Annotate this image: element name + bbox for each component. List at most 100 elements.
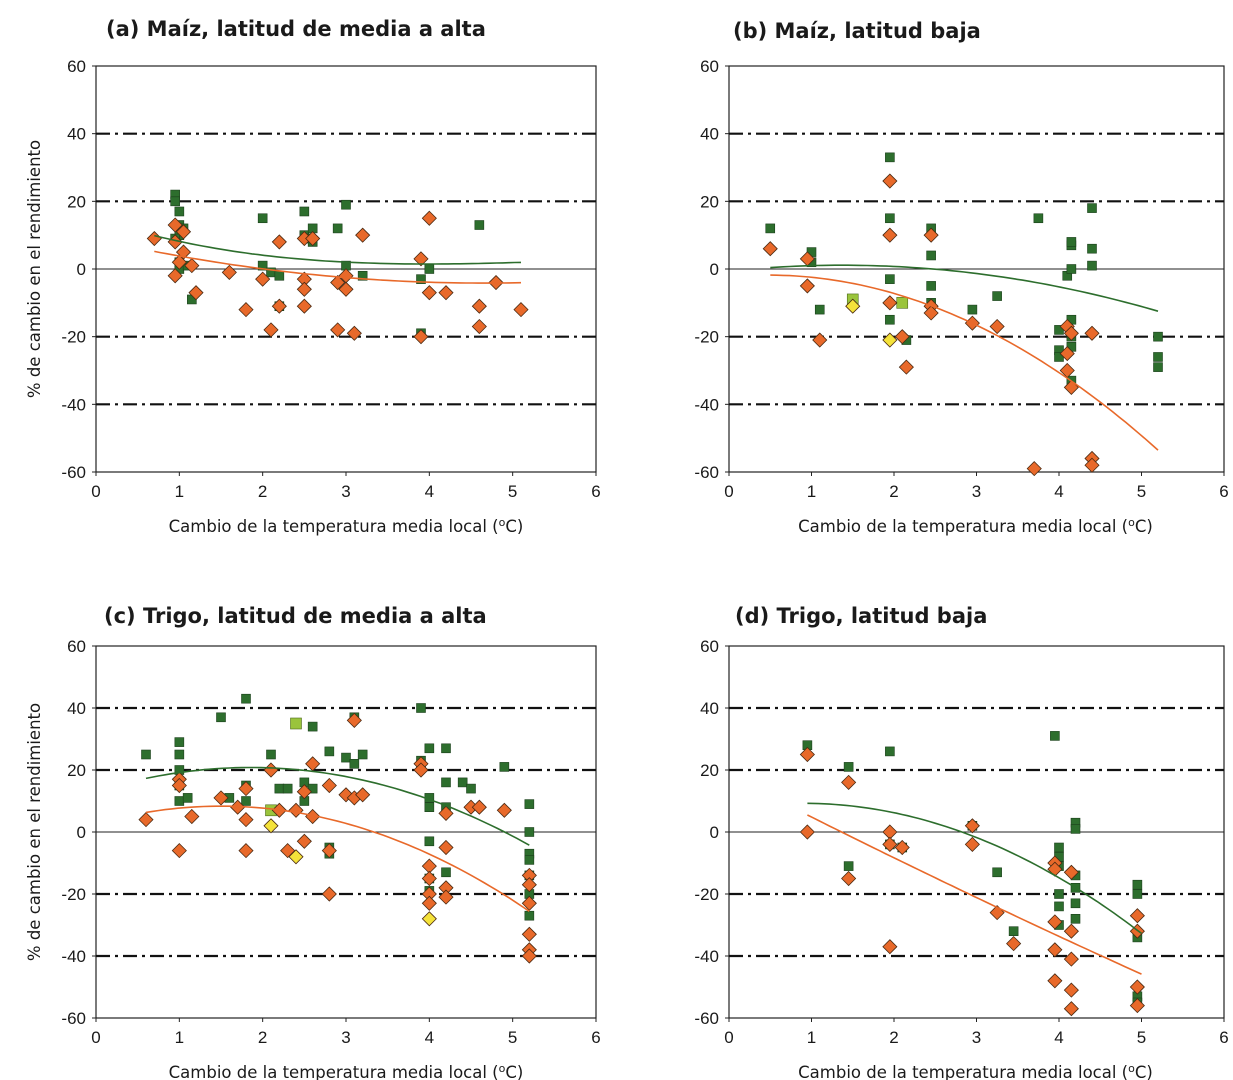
point-green-square	[1033, 213, 1044, 224]
point-orange-diamond	[1063, 982, 1079, 998]
x-tick-label: 1	[807, 1028, 816, 1047]
point-green-square	[241, 693, 251, 704]
point-green-square	[1054, 842, 1064, 853]
y-tick-label: 40	[67, 699, 86, 718]
x-tick-label: 1	[807, 482, 816, 501]
point-green-square	[885, 213, 895, 224]
point-orange-diamond	[346, 325, 362, 341]
y-axis-label: % de cambio en el rendimiento	[25, 703, 44, 961]
point-green-square	[174, 796, 185, 806]
x-tick-label: 3	[972, 482, 981, 501]
point-orange-diamond	[1129, 908, 1145, 924]
x-tick-label: 4	[425, 1028, 434, 1047]
point-orange-diamond	[296, 281, 312, 297]
x-tick-label: 4	[425, 482, 434, 501]
point-green-square	[1087, 260, 1097, 271]
point-green-square	[765, 223, 776, 234]
point-orange-diamond	[1047, 914, 1063, 930]
point-orange-diamond	[188, 285, 204, 301]
x-tick-label: 5	[1137, 1028, 1146, 1047]
point-orange-diamond	[471, 298, 487, 314]
y-tick-label: -40	[694, 395, 719, 414]
x-tick-label: 5	[508, 482, 517, 501]
x-tick-label: 0	[91, 482, 100, 501]
chart-title: (c) Trigo, latitud de media a alta	[104, 604, 487, 628]
point-orange-diamond	[1084, 325, 1100, 341]
y-tick-label: 0	[710, 260, 719, 279]
point-orange-diamond	[321, 777, 337, 794]
point-green-square	[926, 250, 936, 261]
point-orange-diamond	[923, 305, 939, 321]
x-tick-label: 6	[591, 482, 600, 501]
y-tick-label: -40	[61, 395, 86, 414]
point-orange-diamond	[184, 808, 200, 825]
point-orange-diamond	[898, 359, 914, 375]
point-green-square	[885, 746, 895, 757]
x-tick-label: 6	[591, 1028, 600, 1047]
point-green-square	[885, 152, 895, 163]
point-green-square	[299, 206, 310, 217]
y-tick-label: -60	[61, 1009, 86, 1028]
y-tick-label: 20	[67, 192, 86, 211]
point-yellow-diamond	[288, 849, 304, 865]
point-lightgreen-square	[290, 717, 302, 730]
point-orange-diamond	[882, 173, 898, 189]
point-orange-diamond	[521, 877, 537, 893]
point-orange-diamond	[321, 843, 337, 859]
y-tick-label: -60	[694, 1009, 719, 1028]
point-green-square	[424, 802, 435, 813]
chart-title: (a) Maíz, latitud de media a alta	[106, 17, 486, 41]
point-orange-diamond	[799, 824, 815, 840]
point-green-square	[814, 304, 825, 315]
point-green-square	[926, 281, 936, 291]
x-axis-label: Cambio de la temperatura media local (oC…	[169, 516, 524, 536]
chart-title: (b) Maíz, latitud baja	[733, 19, 981, 43]
point-orange-diamond	[521, 926, 537, 942]
x-tick-label: 6	[1219, 482, 1228, 501]
trend-line-green	[154, 234, 522, 265]
point-orange-diamond	[521, 948, 537, 964]
y-tick-label: 60	[700, 57, 719, 76]
point-orange-diamond	[894, 329, 910, 345]
y-tick-label: -20	[694, 328, 719, 347]
point-green-square	[341, 199, 351, 210]
point-orange-diamond	[171, 843, 187, 859]
point-green-square	[1087, 203, 1097, 213]
point-orange-diamond	[255, 271, 271, 287]
x-tick-label: 4	[1054, 482, 1063, 501]
y-tick-label: 0	[77, 260, 86, 279]
x-tick-label: 0	[91, 1028, 100, 1047]
point-orange-diamond	[346, 712, 362, 728]
point-yellow-diamond	[882, 332, 898, 348]
point-orange-diamond	[438, 839, 454, 856]
point-orange-diamond	[296, 784, 312, 800]
y-tick-label: 60	[67, 637, 86, 656]
point-green-square	[1070, 913, 1081, 924]
y-tick-label: 20	[700, 192, 719, 211]
point-orange-diamond	[882, 836, 898, 852]
point-green-square	[174, 749, 185, 760]
point-orange-diamond	[330, 274, 346, 291]
trend-line-orange	[154, 250, 522, 284]
point-orange-diamond	[167, 268, 183, 284]
point-green-square	[1132, 889, 1143, 899]
point-orange-diamond	[1047, 973, 1063, 989]
point-green-square	[992, 291, 1002, 301]
point-green-square	[174, 737, 185, 747]
x-tick-label: 3	[341, 1028, 350, 1047]
trend-line-orange	[145, 805, 530, 912]
chart-title: (d) Trigo, latitud baja	[735, 604, 987, 628]
y-tick-label: 20	[67, 761, 86, 780]
point-green-square	[1153, 362, 1163, 372]
y-tick-label: -40	[694, 947, 719, 966]
point-orange-diamond	[238, 843, 254, 859]
point-green-square	[499, 762, 510, 772]
point-green-square	[441, 867, 451, 878]
chart-panel-4: (d) Trigo, latitud baja -60 -40 -20 0 20 40 60 0…	[694, 604, 1228, 1080]
point-orange-diamond	[175, 224, 192, 240]
trend-line-green	[770, 264, 1159, 312]
point-orange-diamond	[513, 302, 529, 318]
point-green-square	[992, 867, 1002, 878]
point-green-square	[1054, 889, 1064, 899]
point-green-square	[257, 260, 268, 271]
